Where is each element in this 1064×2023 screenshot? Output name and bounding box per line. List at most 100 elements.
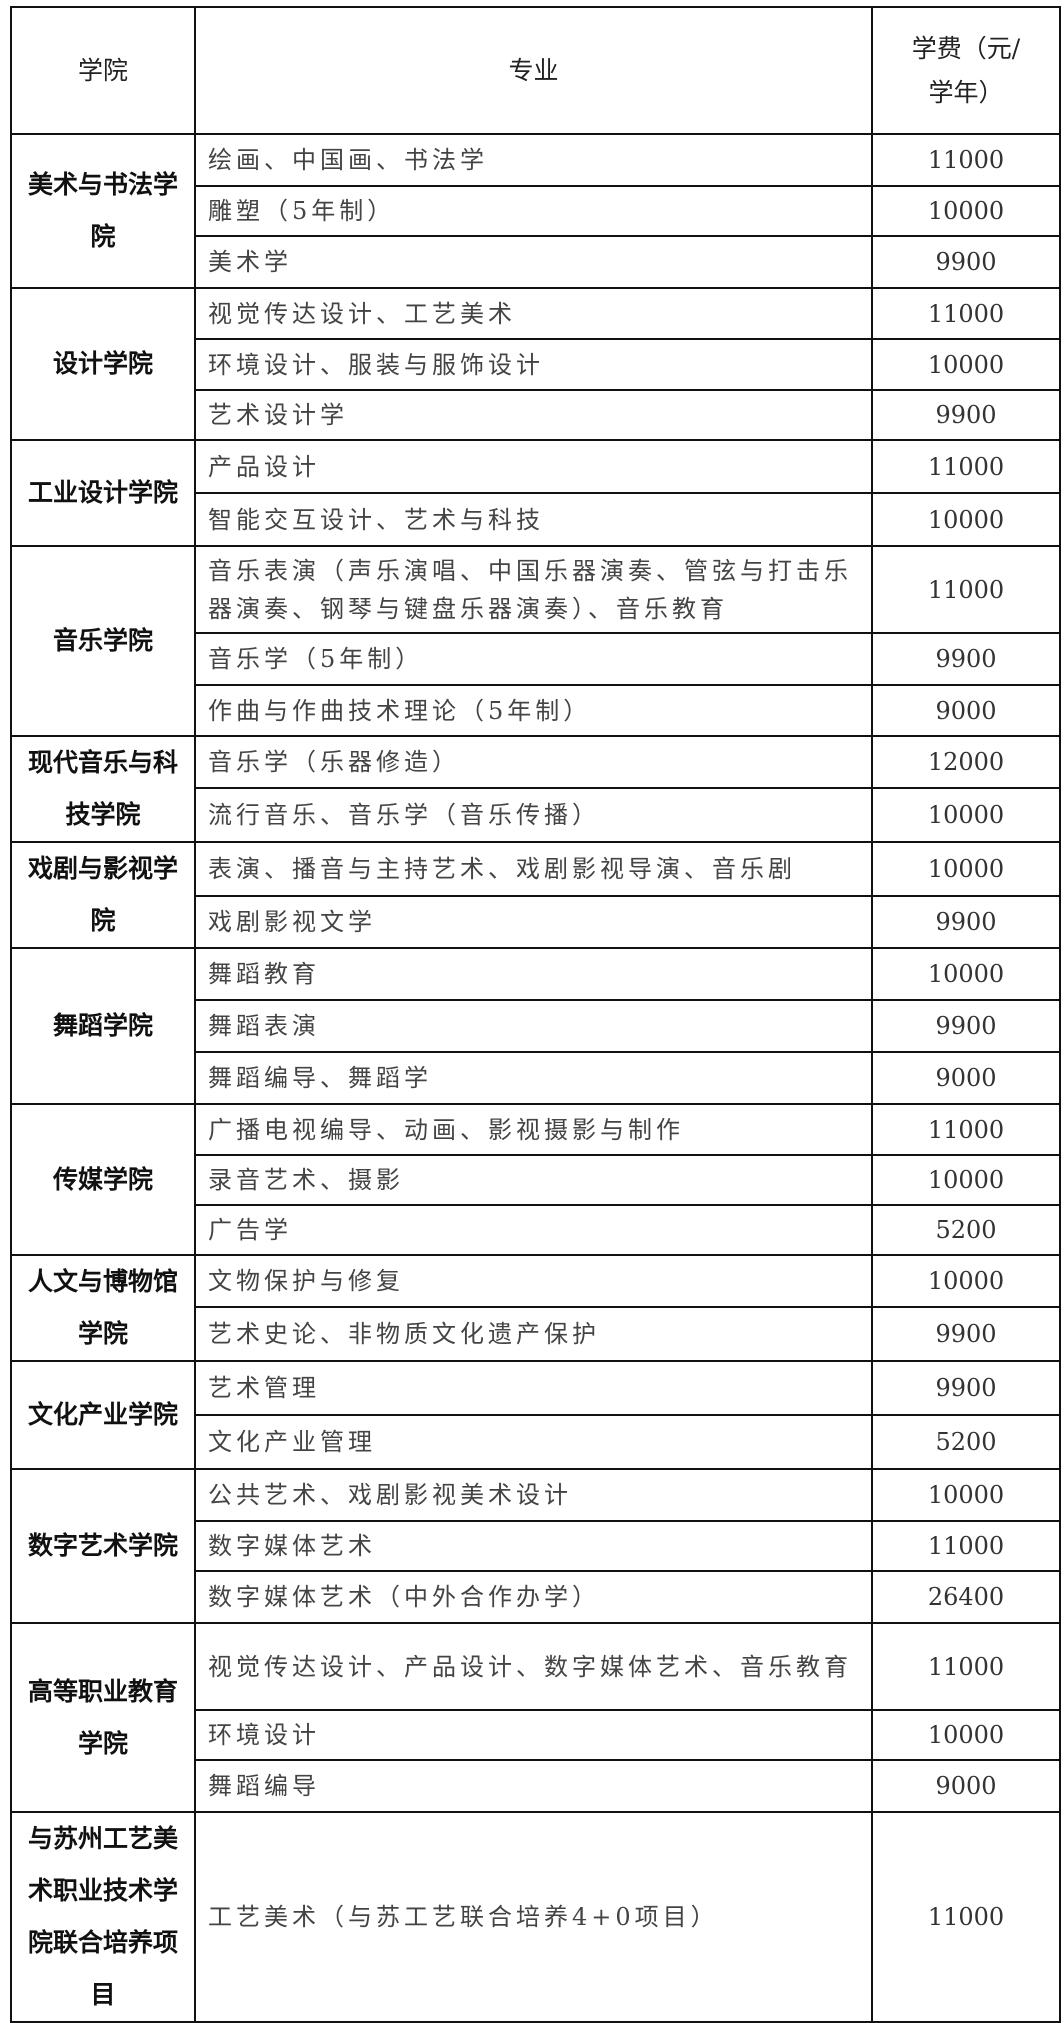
- college-cell: 舞蹈学院: [10, 947, 196, 1105]
- major-cell: 环境设计: [194, 1709, 873, 1761]
- table-row: 高等职业教育学院 视觉传达设计、产品设计、数字媒体艺术、音乐教育 11000: [10, 1622, 1061, 1813]
- table-row: 雕塑（5年制） 10000: [11, 185, 1061, 237]
- fee-cell: 26400: [871, 1570, 1061, 1624]
- table-row: 传媒学院 广播电视编导、动画、影视摄影与制作 11000: [10, 1103, 1061, 1256]
- fee-cell: 9900: [871, 632, 1061, 686]
- major-cell: 美术学: [194, 235, 873, 289]
- fee-cell: 10000: [871, 947, 1061, 1001]
- table-row: 广告学 5200: [11, 1204, 1061, 1256]
- fee-cell: 9900: [871, 895, 1061, 949]
- fee-cell: 9900: [871, 999, 1061, 1053]
- major-cell: 艺术史论、非物质文化遗产保护: [194, 1305, 873, 1363]
- fee-cell: 10000: [871, 1709, 1061, 1761]
- major-cell: 数字媒体艺术（中外合作办学）: [194, 1570, 873, 1624]
- header-college: 学院: [10, 6, 196, 135]
- college-cell: 人文与博物馆学院: [10, 1254, 196, 1362]
- table-row: 艺术史论、非物质文化遗产保护 9900: [11, 1305, 1061, 1363]
- table-row: 环境设计 10000: [11, 1709, 1061, 1761]
- table-row: 作曲与作曲技术理论（5年制） 9000: [11, 684, 1061, 737]
- major-cell: 艺术设计学: [194, 389, 873, 441]
- fee-cell: 11000: [871, 133, 1061, 187]
- table-row: 人文与博物馆学院 文物保护与修复 10000: [10, 1254, 1061, 1362]
- college-cell: 文化产业学院: [10, 1360, 196, 1470]
- major-cell: 视觉传达设计、产品设计、数字媒体艺术、音乐教育: [194, 1622, 873, 1711]
- college-cell: 与苏州工艺美术职业技术学院联合培养项目: [10, 1811, 196, 2023]
- major-cell: 文物保护与修复: [194, 1254, 873, 1308]
- table-row: 数字艺术学院 公共艺术、戏剧影视美术设计 10000: [10, 1468, 1061, 1624]
- table-row: 现代音乐与科技学院 音乐学（乐器修造） 12000: [10, 735, 1061, 843]
- table-row: 文化产业学院 艺术管理 9900: [10, 1360, 1061, 1470]
- table-row: 舞蹈学院 舞蹈教育 10000: [10, 947, 1061, 1105]
- fee-cell: 10000: [871, 338, 1061, 391]
- table-row: 设计学院 视觉传达设计、工艺美术 11000: [10, 287, 1061, 441]
- fee-cell: 10000: [871, 1254, 1061, 1308]
- table-row: 美术学 9900: [11, 235, 1061, 289]
- major-cell: 音乐表演（声乐演唱、中国乐器演奏、管弦与打击乐器演奏、钢琴与键盘乐器演奏）、音乐…: [194, 545, 873, 634]
- college-cell: 戏剧与影视学院: [10, 841, 196, 949]
- table-row: 戏剧影视文学 9900: [11, 895, 1061, 949]
- major-cell: 广告学: [194, 1204, 873, 1256]
- fee-cell: 5200: [871, 1204, 1061, 1256]
- college-cell: 现代音乐与科技学院: [10, 735, 196, 843]
- college-cell: 数字艺术学院: [10, 1468, 196, 1624]
- major-cell: 艺术管理: [194, 1360, 873, 1416]
- fee-cell: 11000: [871, 1520, 1061, 1572]
- table-row: 录音艺术、摄影 10000: [11, 1154, 1061, 1206]
- fee-cell: 10000: [871, 1154, 1061, 1206]
- major-cell: 数字媒体艺术: [194, 1520, 873, 1572]
- major-cell: 表演、播音与主持艺术、戏剧影视导演、音乐剧: [194, 841, 873, 897]
- major-cell: 绘画、中国画、书法学: [194, 133, 873, 187]
- table-row: 与苏州工艺美术职业技术学院联合培养项目 工艺美术（与苏工艺联合培养4+0项目） 11…: [10, 1811, 1061, 2023]
- table-row: 舞蹈表演 9900: [11, 999, 1061, 1053]
- fee-cell: 11000: [871, 287, 1061, 340]
- fee-cell: 9000: [871, 684, 1061, 737]
- college-cell: 工业设计学院: [10, 439, 196, 547]
- fee-cell: 11000: [871, 439, 1061, 494]
- fee-cell: 11000: [871, 1103, 1061, 1156]
- table-row: 音乐学（5年制） 9900: [11, 632, 1061, 686]
- fee-cell: 10000: [871, 185, 1061, 237]
- fee-cell: 11000: [871, 545, 1061, 634]
- major-cell: 产品设计: [194, 439, 873, 494]
- table-row: 舞蹈编导、舞蹈学 9000: [11, 1051, 1061, 1105]
- college-cell: 高等职业教育学院: [10, 1622, 196, 1813]
- fee-cell: 10000: [871, 492, 1061, 547]
- fee-cell: 11000: [871, 1622, 1061, 1711]
- major-cell: 智能交互设计、艺术与科技: [194, 492, 873, 547]
- major-cell: 舞蹈编导: [194, 1759, 873, 1813]
- college-cell: 美术与书法学院: [10, 133, 196, 289]
- header-row: 学院 专业 学费（元/学年）: [10, 6, 1061, 135]
- fee-cell: 10000: [871, 786, 1061, 844]
- table-row: 数字媒体艺术 11000: [11, 1520, 1061, 1572]
- major-cell: 广播电视编导、动画、影视摄影与制作: [194, 1103, 873, 1156]
- fee-cell: 10000: [871, 841, 1061, 897]
- table-row: 文化产业管理 5200: [11, 1414, 1061, 1470]
- major-cell: 作曲与作曲技术理论（5年制）: [194, 684, 873, 737]
- header-major: 专业: [194, 6, 873, 135]
- table-row: 舞蹈编导 9000: [11, 1759, 1061, 1813]
- major-cell: 音乐学（乐器修造）: [194, 735, 873, 789]
- fee-cell: 11000: [871, 1811, 1061, 2023]
- fee-cell: 5200: [871, 1414, 1061, 1470]
- major-cell: 环境设计、服装与服饰设计: [194, 338, 873, 391]
- table-row: 艺术设计学 9900: [11, 389, 1061, 441]
- table-row: 戏剧与影视学院 表演、播音与主持艺术、戏剧影视导演、音乐剧 10000: [10, 841, 1061, 949]
- major-cell: 舞蹈表演: [194, 999, 873, 1053]
- college-cell: 音乐学院: [10, 545, 196, 737]
- table-row: 工业设计学院 产品设计 11000: [10, 439, 1061, 547]
- major-cell: 视觉传达设计、工艺美术: [194, 287, 873, 340]
- major-cell: 舞蹈编导、舞蹈学: [194, 1051, 873, 1105]
- table-row: 数字媒体艺术（中外合作办学） 26400: [11, 1570, 1061, 1624]
- fee-cell: 9900: [871, 1360, 1061, 1416]
- table-row: 智能交互设计、艺术与科技 10000: [11, 492, 1061, 547]
- college-cell: 传媒学院: [10, 1103, 196, 1256]
- fee-cell: 9000: [871, 1051, 1061, 1105]
- major-cell: 文化产业管理: [194, 1414, 873, 1470]
- fee-cell: 12000: [871, 735, 1061, 789]
- major-cell: 雕塑（5年制）: [194, 185, 873, 237]
- major-cell: 公共艺术、戏剧影视美术设计: [194, 1468, 873, 1522]
- fee-cell: 9900: [871, 235, 1061, 289]
- major-cell: 舞蹈教育: [194, 947, 873, 1001]
- table-row: 环境设计、服装与服饰设计 10000: [11, 338, 1061, 391]
- major-cell: 流行音乐、音乐学（音乐传播）: [194, 786, 873, 844]
